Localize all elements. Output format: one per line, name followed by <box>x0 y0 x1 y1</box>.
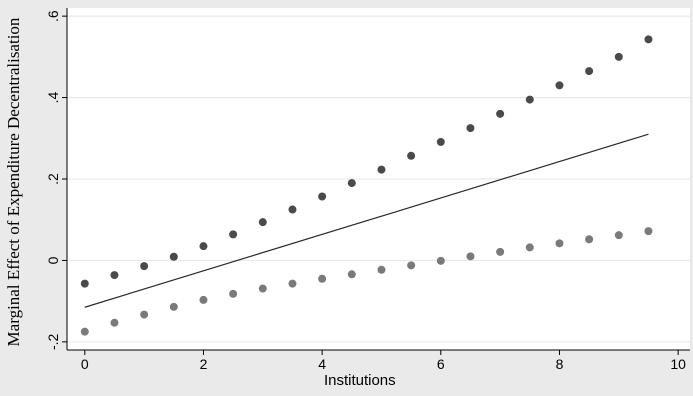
data-point <box>436 137 445 146</box>
x-tick-label: 8 <box>556 356 564 372</box>
data-point <box>258 218 267 227</box>
series-2 <box>80 35 653 288</box>
data-point <box>585 67 594 76</box>
data-point <box>140 262 149 271</box>
data-point <box>110 318 119 327</box>
data-point <box>80 279 89 288</box>
data-point <box>318 192 327 201</box>
data-point <box>199 242 208 251</box>
y-tick-label: .6 <box>45 10 61 22</box>
data-point <box>614 52 623 61</box>
y-tick-label: .2 <box>45 173 61 185</box>
data-point <box>407 151 416 160</box>
data-point <box>110 271 119 280</box>
x-tick-label: 0 <box>81 356 89 372</box>
data-point <box>644 227 653 236</box>
data-point <box>525 243 534 252</box>
data-point <box>229 289 238 298</box>
tick-labels: -.2 0 .2 .4 .6 0 2 4 6 8 10 <box>45 10 686 372</box>
series-3 <box>80 227 653 336</box>
data-point <box>644 35 653 44</box>
data-point <box>347 179 356 188</box>
data-point <box>466 252 475 261</box>
data-point <box>169 252 178 261</box>
data-point <box>169 302 178 311</box>
y-tick-label: .4 <box>45 92 61 104</box>
series-1 <box>84 133 649 308</box>
data-point <box>288 279 297 288</box>
x-tick-label: 6 <box>437 356 445 372</box>
y-tick-label: -.2 <box>45 333 61 350</box>
data-point <box>436 256 445 265</box>
x-tick-label: 2 <box>200 356 208 372</box>
data-point <box>199 295 208 304</box>
data-point <box>496 247 505 256</box>
data-point <box>318 274 327 283</box>
x-tick-label: 10 <box>670 356 686 372</box>
data-point <box>555 81 564 90</box>
x-tick-label: 4 <box>318 356 326 372</box>
data-point <box>466 124 475 133</box>
data-point <box>496 109 505 118</box>
data-point <box>140 310 149 319</box>
data-point <box>555 239 564 248</box>
y-axis-title: Marginal Effect of Expenditure Decentral… <box>4 17 23 346</box>
x-axis-title: Institutions <box>324 372 396 389</box>
axes <box>62 8 690 355</box>
data-point <box>377 265 386 274</box>
data-point <box>585 235 594 244</box>
series-line <box>84 133 649 308</box>
data-point <box>614 231 623 240</box>
gridlines <box>67 15 690 343</box>
data-point <box>525 95 534 104</box>
data-point <box>80 327 89 336</box>
data-point <box>347 270 356 279</box>
data-point <box>407 261 416 270</box>
data-point <box>258 284 267 293</box>
y-tick-label: 0 <box>45 256 61 264</box>
data-point <box>377 165 386 174</box>
data-point <box>288 205 297 214</box>
data-point <box>229 230 238 239</box>
series-group <box>80 35 653 336</box>
